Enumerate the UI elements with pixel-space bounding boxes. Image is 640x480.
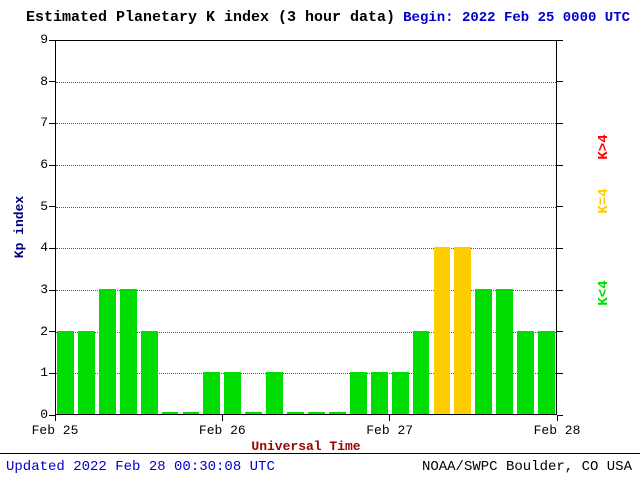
x-tick <box>54 415 56 421</box>
x-tick <box>389 415 391 421</box>
updated-timestamp: Updated 2022 Feb 28 00:30:08 UTC <box>6 459 275 475</box>
y-tick-label: 3 <box>40 282 48 297</box>
y-axis-label: Kp index <box>12 195 27 259</box>
begin-info: Begin: 2022 Feb 25 0000 UTC <box>403 10 630 26</box>
y-tick <box>557 372 563 374</box>
y-tick-label: 6 <box>40 157 48 172</box>
x-tick <box>556 415 558 421</box>
y-tick <box>557 164 563 166</box>
x-tick-label: Feb 27 <box>366 423 414 438</box>
legend-k-above-4: K>4 <box>596 134 612 160</box>
y-tick-label: 1 <box>40 365 48 381</box>
y-tick-label: 2 <box>40 323 48 339</box>
legend-k-equal-4: K=4 <box>596 188 612 214</box>
source-credit: NOAA/SWPC Boulder, CO USA <box>421 459 632 475</box>
x-tick-label: Feb 28 <box>533 423 581 438</box>
y-tick-label: 8 <box>40 73 48 89</box>
y-tick <box>557 289 563 291</box>
y-tick <box>557 39 563 41</box>
y-tick-label: 9 <box>40 32 48 47</box>
x-tick <box>221 415 223 421</box>
x-axis-label: Universal Time <box>251 439 361 454</box>
x-tick-label: Feb 25 <box>31 423 79 438</box>
y-tick <box>557 206 563 208</box>
y-tick <box>557 122 563 124</box>
footer-divider <box>0 453 640 454</box>
chart-title: Estimated Planetary K index (3 hour data… <box>26 9 396 26</box>
begin-label: Begin: <box>403 10 454 26</box>
y-tick <box>557 414 563 416</box>
begin-value: 2022 Feb 25 0000 UTC <box>461 10 630 26</box>
legend-k-below-4: K<4 <box>596 280 612 306</box>
y-tick <box>557 81 563 83</box>
y-tick-label: 0 <box>40 407 48 422</box>
y-tick <box>557 247 563 249</box>
y-tick-label: 4 <box>40 240 48 256</box>
plot-area <box>55 40 557 415</box>
y-tick-label: 7 <box>40 115 48 131</box>
y-tick <box>557 331 563 333</box>
x-tick-label: Feb 26 <box>198 423 246 438</box>
y-tick-label: 5 <box>40 198 48 214</box>
